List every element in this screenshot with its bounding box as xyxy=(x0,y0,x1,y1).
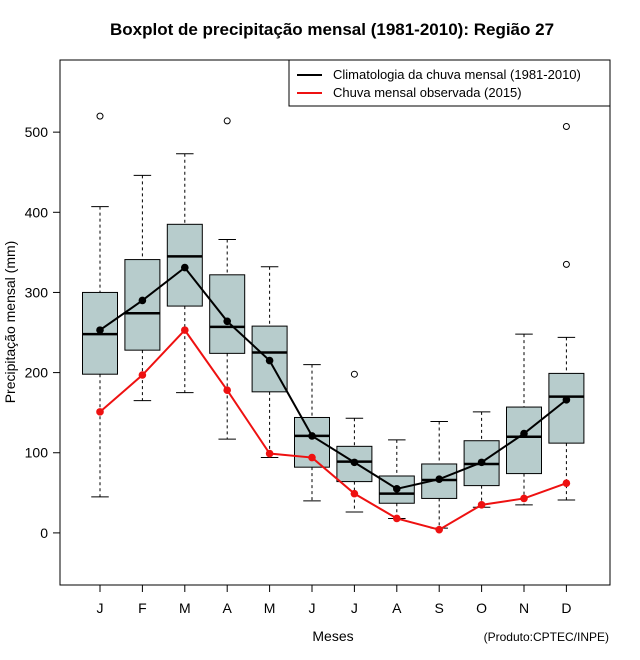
series-point-observed xyxy=(435,525,444,534)
series-point-observed xyxy=(393,514,401,523)
series-point-climatology xyxy=(308,432,316,440)
x-tick-label: S xyxy=(435,600,444,616)
series-point-observed xyxy=(520,494,528,503)
series-point-observed xyxy=(477,501,486,509)
y-tick-label: 400 xyxy=(25,204,49,220)
series-point-climatology xyxy=(96,326,104,334)
legend-label-climatology: Climatologia da chuva mensal (1981-2010) xyxy=(333,67,581,82)
x-tick-label: F xyxy=(138,600,147,616)
legend-box xyxy=(288,59,611,107)
x-tick-label: N xyxy=(519,600,529,616)
plot-area: 0 100 200 300 400 500 J F M A M J J A S O N D xyxy=(25,112,585,616)
legend-label-observed: Chuva mensal observada (2015) xyxy=(333,85,522,100)
x-tick-label: O xyxy=(476,600,487,616)
y-tick-label: 0 xyxy=(40,525,48,541)
credit-text: (Produto:CPTEC/INPE) xyxy=(484,630,609,644)
y-tick-label: 100 xyxy=(25,445,49,461)
outlier-point xyxy=(223,117,231,125)
series-point-climatology xyxy=(181,263,189,272)
x-tick-label: J xyxy=(97,600,104,616)
outlier-point xyxy=(350,370,358,378)
outlier-point xyxy=(96,112,104,120)
x-axis-label: Meses xyxy=(312,628,353,644)
y-tick-label: 200 xyxy=(25,365,49,381)
series-point-climatology xyxy=(223,317,231,326)
box xyxy=(124,259,161,351)
series-point-climatology xyxy=(435,475,444,483)
x-tick-label: M xyxy=(264,600,276,616)
y-axis-label: Precipitação mensal (mm) xyxy=(2,241,18,404)
series-point-climatology xyxy=(138,296,147,305)
x-tick-label: A xyxy=(392,600,402,616)
series-point-observed xyxy=(562,479,571,488)
x-tick-label: J xyxy=(351,600,358,616)
series-point-observed xyxy=(223,386,231,395)
chart-title: Boxplot de precipitação mensal (1981-201… xyxy=(110,20,554,39)
series-point-observed xyxy=(350,489,359,498)
outlier-point xyxy=(562,260,570,268)
series-point-climatology xyxy=(477,458,486,467)
legend: Climatologia da chuva mensal (1981-2010)… xyxy=(288,59,611,107)
series-point-climatology xyxy=(393,485,401,493)
series-line-climatology xyxy=(99,266,568,490)
x-tick-label: A xyxy=(223,600,233,616)
series-point-observed xyxy=(308,453,316,462)
series-point-climatology xyxy=(350,458,359,467)
series-point-observed xyxy=(96,408,104,416)
series-point-climatology xyxy=(562,396,571,404)
series-point-climatology xyxy=(520,429,528,438)
series-point-climatology xyxy=(265,356,274,365)
series-point-observed xyxy=(138,371,147,379)
x-tick-label: M xyxy=(179,600,191,616)
x-tick-label: J xyxy=(309,600,316,616)
box xyxy=(209,274,246,354)
y-tick-label: 300 xyxy=(25,284,49,300)
y-tick-label: 500 xyxy=(25,124,49,140)
x-tick-label: D xyxy=(561,600,571,616)
box xyxy=(506,406,542,475)
series-line-observed xyxy=(99,328,567,531)
outlier-point xyxy=(562,123,570,131)
series-point-observed xyxy=(181,326,189,334)
box xyxy=(548,372,585,444)
series-point-observed xyxy=(265,449,274,458)
